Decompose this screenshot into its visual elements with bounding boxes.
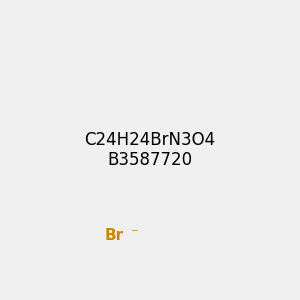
Text: ⁻: ⁻ (126, 226, 138, 242)
Text: C24H24BrN3O4
B3587720: C24H24BrN3O4 B3587720 (84, 130, 216, 170)
Text: Br: Br (104, 228, 124, 243)
